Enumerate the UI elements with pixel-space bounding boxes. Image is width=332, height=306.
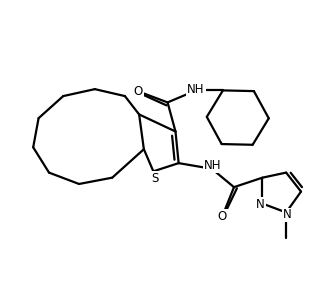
Text: N: N bbox=[283, 208, 292, 222]
Text: N: N bbox=[256, 198, 265, 211]
Text: O: O bbox=[217, 210, 227, 223]
Text: S: S bbox=[151, 172, 159, 185]
Text: NH: NH bbox=[187, 83, 205, 96]
Text: NH: NH bbox=[204, 159, 221, 172]
Text: O: O bbox=[133, 84, 143, 98]
